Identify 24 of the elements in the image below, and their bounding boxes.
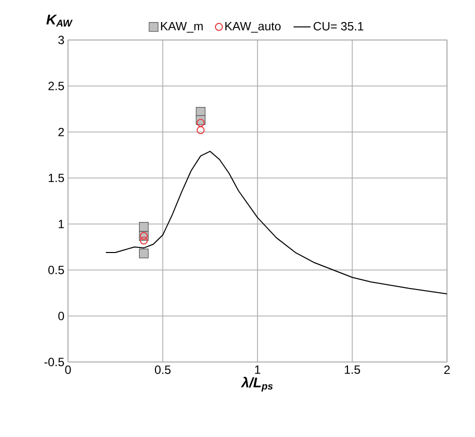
point [196,118,205,127]
x-axis-title: λ/L$_{ps}$ [240,376,273,392]
x-tick-label: 1.5 [344,366,360,374]
y-tick-label: 1.5 [48,174,64,182]
y-axis-title: K$_{AW}$ [46,14,73,27]
legend-label: KAW_m [161,22,203,33]
point [140,236,148,245]
x-tick-label: 2 [444,366,450,374]
y-tick-label: 0.5 [48,266,64,274]
y-tick-label: 2.5 [48,82,64,90]
point [196,126,205,134]
x-tick-label: 1 [255,366,260,374]
line-series [105,150,448,294]
y-tick-label: 3 [58,36,64,44]
y-tick-label: 0 [58,312,64,320]
legend-label: KAW_auto [225,22,281,33]
y-tick-label: 2 [58,128,64,136]
point [139,248,149,258]
x-tick-label: 0.5 [154,366,171,374]
point [139,222,149,232]
y-tick-label: 1 [58,220,64,228]
legend-label: CU= 35.1 [314,22,364,30]
x-tick-label: 0 [65,366,71,374]
y-tick-label: -0.5 [44,358,64,366]
